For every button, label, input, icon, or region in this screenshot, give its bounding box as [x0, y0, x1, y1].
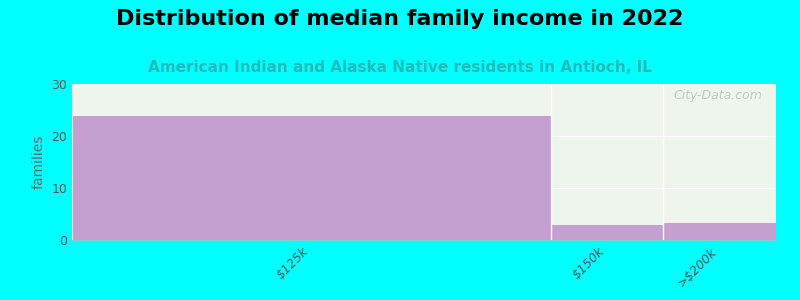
Text: Distribution of median family income in 2022: Distribution of median family income in …: [116, 9, 684, 29]
Bar: [72, 115, 550, 240]
Bar: [550, 224, 663, 240]
Text: American Indian and Alaska Native residents in Antioch, IL: American Indian and Alaska Native reside…: [148, 60, 652, 75]
Text: City-Data.com: City-Data.com: [673, 89, 762, 102]
Bar: [663, 222, 776, 240]
Y-axis label: families: families: [32, 135, 46, 189]
